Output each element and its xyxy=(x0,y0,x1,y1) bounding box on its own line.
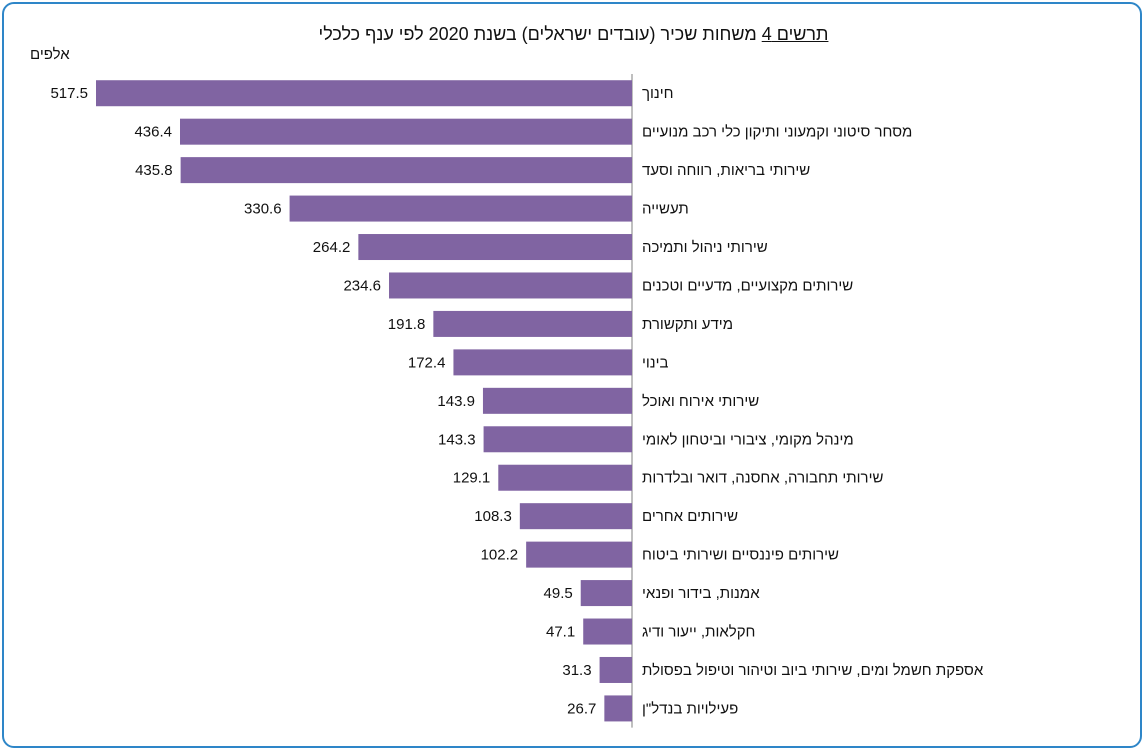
bar-4 xyxy=(358,234,632,261)
bar-8 xyxy=(482,387,632,414)
bar-7 xyxy=(453,349,632,376)
bar-12 xyxy=(526,541,632,568)
category-label-14: חקלאות, ייעור ודיג xyxy=(642,624,755,641)
unit-label: אלפים xyxy=(30,46,70,63)
category-label-11: שירותים אחרים xyxy=(642,508,738,525)
bar-value-label-12: 102.2 xyxy=(481,547,519,564)
category-label-13: אמנות, בידור ופנאי xyxy=(642,585,760,602)
figure-label: תרשים 4 xyxy=(761,24,829,44)
bar-value-label-0: 517.5 xyxy=(50,85,88,102)
category-label-16: פעילויות בנדל"ן xyxy=(642,700,738,717)
bar-3 xyxy=(289,195,632,222)
bar-2 xyxy=(180,157,633,184)
title-text: משחות שכיר (עובדים ישראלים) בשנת 2020 לפ… xyxy=(318,24,757,44)
bar-value-label-1: 436.4 xyxy=(134,124,172,141)
bar-6 xyxy=(433,310,632,337)
category-label-3: תעשייה xyxy=(642,201,689,218)
bar-value-label-5: 234.6 xyxy=(343,277,381,294)
bar-value-label-14: 47.1 xyxy=(546,624,575,641)
category-label-12: שירותים פיננסיים ושירותי ביטוח xyxy=(642,547,839,564)
bar-value-label-6: 191.8 xyxy=(388,316,426,333)
category-label-2: שירותי בריאות, רווחה וסעד xyxy=(642,162,810,179)
bar-0 xyxy=(96,80,632,107)
bar-value-label-9: 143.3 xyxy=(438,431,476,448)
bar-14 xyxy=(583,618,632,645)
category-label-7: בינוי xyxy=(642,354,669,371)
category-label-15: אספקת חשמל ומים, שירותי ביוב וטיהור וטיפ… xyxy=(642,662,984,679)
category-label-4: שירותי ניהול ותמיכה xyxy=(642,239,768,256)
bar-value-label-16: 26.7 xyxy=(567,700,596,717)
bar-value-label-2: 435.8 xyxy=(135,162,173,179)
bar-value-label-11: 108.3 xyxy=(474,508,512,525)
category-label-8: שירותי אירוח ואוכל xyxy=(642,393,759,410)
bar-13 xyxy=(580,580,632,607)
category-label-10: שירותי תחבורה, אחסנה, דואר ובלדרות xyxy=(642,470,883,487)
bar-value-label-13: 49.5 xyxy=(544,585,573,602)
bar-5 xyxy=(389,272,632,299)
bar-11 xyxy=(519,503,632,530)
bar-value-label-8: 143.9 xyxy=(437,393,475,410)
bar-value-label-15: 31.3 xyxy=(562,662,591,679)
bar-value-label-10: 129.1 xyxy=(453,470,491,487)
category-label-5: שירותים מקצועיים, מדעיים וטכנים xyxy=(642,277,853,294)
bar-9 xyxy=(483,426,632,453)
category-label-9: מינהל מקומי, ציבורי וביטחון לאומי xyxy=(642,431,854,448)
bar-16 xyxy=(604,695,632,722)
chart-title: תרשים 4 משחות שכיר (עובדים ישראלים) בשנת… xyxy=(0,24,1147,45)
category-label-0: חינוך xyxy=(642,85,674,102)
category-label-6: מידע ותקשורת xyxy=(642,316,733,333)
bar-value-label-4: 264.2 xyxy=(313,239,351,256)
category-label-1: מסחר סיטוני וקמעוני ותיקון כלי רכב מנועי… xyxy=(642,124,912,141)
bar-10 xyxy=(498,464,632,491)
bar-1 xyxy=(179,118,633,145)
bar-value-label-7: 172.4 xyxy=(408,354,446,371)
bar-15 xyxy=(599,656,632,683)
bar-value-label-3: 330.6 xyxy=(244,201,282,218)
